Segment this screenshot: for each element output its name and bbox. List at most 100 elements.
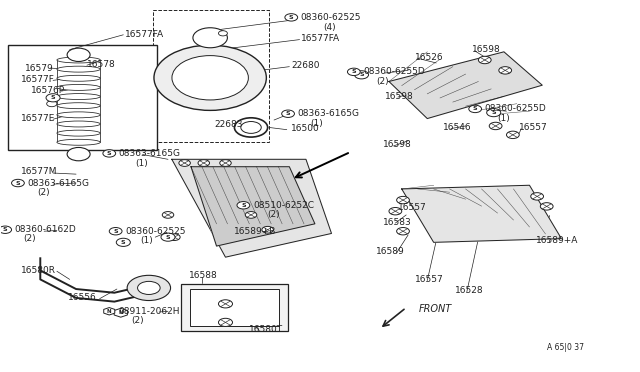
Ellipse shape (57, 130, 100, 136)
Text: 16577FA: 16577FA (301, 34, 340, 43)
Text: 08363-6165G: 08363-6165G (298, 109, 360, 118)
Text: 08510-6252C: 08510-6252C (253, 201, 314, 210)
Text: 16580T: 16580T (248, 325, 283, 334)
Circle shape (262, 227, 273, 233)
Text: 16577FA: 16577FA (125, 29, 164, 39)
Text: N: N (107, 309, 111, 314)
Circle shape (355, 71, 369, 79)
Text: 16557: 16557 (519, 123, 548, 132)
Ellipse shape (57, 139, 100, 145)
Polygon shape (191, 167, 315, 246)
Text: 16578: 16578 (87, 60, 116, 69)
Text: (1): (1) (310, 119, 323, 128)
Ellipse shape (57, 66, 100, 72)
Circle shape (67, 48, 90, 61)
Text: (4): (4) (323, 23, 336, 32)
Text: 08363-6165G: 08363-6165G (28, 179, 90, 187)
Text: (2): (2) (268, 211, 280, 219)
Text: S: S (241, 203, 246, 208)
Text: 08360-6255D: 08360-6255D (364, 67, 425, 76)
Ellipse shape (57, 112, 100, 118)
Circle shape (237, 202, 250, 209)
Text: S: S (473, 106, 477, 111)
Text: 22680: 22680 (291, 61, 320, 70)
Circle shape (46, 94, 60, 102)
Text: 16589+A: 16589+A (536, 236, 578, 246)
Circle shape (103, 150, 116, 157)
Ellipse shape (57, 57, 100, 63)
Text: 16588: 16588 (189, 271, 218, 280)
Text: FRONT: FRONT (419, 304, 452, 314)
Text: 08911-2062H: 08911-2062H (119, 307, 180, 316)
Circle shape (127, 275, 171, 301)
Circle shape (12, 179, 24, 187)
Text: S: S (166, 235, 170, 240)
Text: 16500: 16500 (291, 124, 320, 133)
Circle shape (245, 212, 257, 218)
Text: N: N (118, 310, 123, 315)
Circle shape (348, 68, 360, 76)
Polygon shape (389, 52, 542, 119)
Circle shape (218, 318, 232, 327)
Text: (2): (2) (23, 234, 36, 243)
Text: 08363-6165G: 08363-6165G (119, 149, 181, 158)
Text: 16546: 16546 (443, 123, 471, 132)
Circle shape (540, 203, 553, 210)
Text: 16598: 16598 (383, 140, 412, 149)
Circle shape (506, 131, 519, 138)
Circle shape (234, 118, 268, 137)
Text: S: S (121, 240, 125, 245)
Text: S: S (113, 229, 118, 234)
Circle shape (486, 109, 500, 117)
Text: 08360-62525: 08360-62525 (301, 13, 362, 22)
Circle shape (478, 56, 491, 64)
Circle shape (218, 31, 227, 36)
Circle shape (218, 300, 232, 308)
Text: 16528: 16528 (456, 286, 484, 295)
Text: (1): (1) (140, 236, 153, 246)
Circle shape (116, 238, 131, 246)
Text: 08360-6255D: 08360-6255D (484, 105, 547, 113)
Bar (153, 10, 269, 142)
Circle shape (499, 67, 511, 74)
Text: S: S (3, 227, 8, 232)
Polygon shape (402, 185, 561, 242)
Text: 16577E: 16577E (21, 114, 56, 123)
Text: (1): (1) (135, 158, 148, 167)
Text: (1): (1) (497, 114, 510, 123)
Circle shape (531, 193, 543, 200)
Text: 16589+B: 16589+B (234, 227, 276, 236)
Text: 16579: 16579 (25, 64, 54, 73)
Text: 16577F: 16577F (21, 75, 55, 84)
Text: S: S (285, 111, 291, 116)
Circle shape (282, 110, 294, 118)
Circle shape (241, 122, 261, 134)
Text: S: S (15, 180, 20, 186)
Circle shape (468, 105, 481, 113)
Bar (180, 284, 288, 331)
Circle shape (138, 281, 160, 295)
Circle shape (397, 228, 410, 235)
Text: S: S (107, 151, 111, 156)
Text: 16526: 16526 (415, 52, 443, 61)
Text: 22683: 22683 (214, 121, 243, 129)
Text: S: S (359, 72, 364, 77)
Circle shape (193, 28, 227, 48)
Ellipse shape (57, 94, 100, 100)
Polygon shape (172, 159, 332, 257)
Ellipse shape (57, 84, 100, 90)
Text: 16576P: 16576P (31, 86, 65, 95)
Text: (2): (2) (38, 188, 51, 197)
Text: S: S (289, 15, 294, 20)
Circle shape (198, 160, 209, 166)
Text: 08360-62525: 08360-62525 (125, 227, 186, 236)
Text: (2): (2) (132, 316, 144, 325)
Circle shape (285, 14, 298, 21)
Text: 16557: 16557 (398, 203, 427, 212)
Circle shape (220, 160, 231, 166)
Circle shape (109, 228, 122, 235)
Text: 16577M: 16577M (21, 167, 58, 176)
Circle shape (397, 196, 410, 204)
Circle shape (0, 226, 12, 234)
Circle shape (47, 101, 57, 107)
